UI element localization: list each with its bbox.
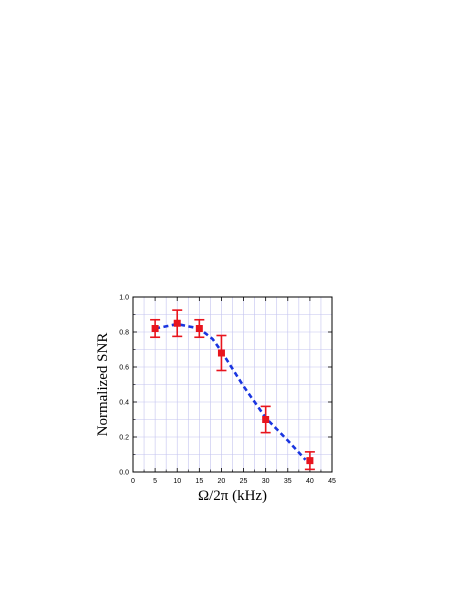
x-tick-label: 40 xyxy=(306,478,314,485)
data-marker xyxy=(151,325,159,332)
data-point xyxy=(172,309,183,338)
x-tick-label: 20 xyxy=(218,478,226,485)
y-tick-label: 0.4 xyxy=(119,400,129,407)
axis-ticks: 0 5 10 15 20 25 30 35 40 45 0.0 0.2 0.4 0.6 0.8 1.0 xyxy=(119,295,336,486)
x-tick-label: 5 xyxy=(153,478,157,485)
data-point xyxy=(150,318,161,339)
grid-lines xyxy=(133,297,332,472)
data-marker xyxy=(262,416,270,423)
y-tick-label: 0.2 xyxy=(119,435,129,442)
y-tick-label: 0.6 xyxy=(119,365,129,372)
x-tick-label: 45 xyxy=(328,478,336,485)
y-tick-label: 0.8 xyxy=(119,330,129,337)
fit-line-dashed xyxy=(154,322,307,461)
data-marker xyxy=(195,325,203,332)
y-tick-label: 0.0 xyxy=(119,470,129,477)
data-marker xyxy=(306,457,314,465)
x-tick-label: 10 xyxy=(173,478,181,485)
x-tick-label: 0 xyxy=(131,478,135,485)
data-point xyxy=(216,334,227,372)
data-marker xyxy=(217,349,225,357)
data-marker xyxy=(173,319,181,327)
data-point xyxy=(194,318,205,339)
x-axis-title: Ω/2π (kHz) xyxy=(198,488,267,504)
x-tick-label: 35 xyxy=(284,478,292,485)
y-tick-label: 1.0 xyxy=(119,295,129,302)
data-point xyxy=(260,405,271,434)
x-tick-label: 15 xyxy=(195,478,203,485)
y-axis-title: Normalized SNR xyxy=(95,333,111,437)
x-tick-label: 25 xyxy=(240,478,248,485)
data-series xyxy=(150,309,315,471)
x-tick-label: 30 xyxy=(262,478,270,485)
data-point xyxy=(304,451,315,471)
